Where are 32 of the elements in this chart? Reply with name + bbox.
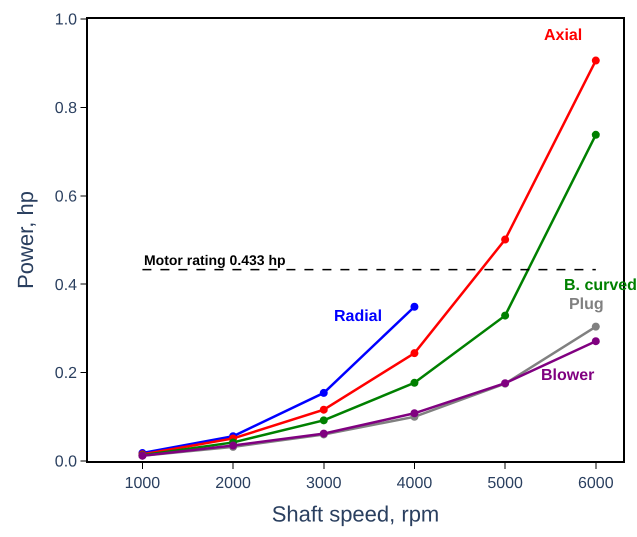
point <box>320 416 328 424</box>
y-tick-label: 0.0 <box>54 454 78 471</box>
x-tick-label: 6000 <box>578 474 614 492</box>
point <box>320 406 328 414</box>
y-tick-label: 0.2 <box>54 365 78 382</box>
point <box>410 378 418 387</box>
series-label: Blower <box>541 367 594 384</box>
point <box>320 388 328 397</box>
point <box>410 302 418 311</box>
y-tick-label: 0.6 <box>54 188 78 206</box>
point <box>592 56 600 65</box>
point <box>592 322 600 331</box>
x-tick-label: 4000 <box>396 474 432 492</box>
ref-line-label: Motor rating 0.433 hp <box>144 252 286 268</box>
x-tick-label: 5000 <box>487 474 524 492</box>
y-axis-title: Power, hp <box>13 191 38 289</box>
point <box>501 236 510 244</box>
x-tick-label: 1000 <box>124 474 160 492</box>
x-tick-label: 2000 <box>215 474 251 492</box>
point <box>592 130 600 139</box>
x-axis-title: Shaft speed, rpm <box>272 501 440 526</box>
point <box>501 312 510 320</box>
point <box>592 337 600 346</box>
point <box>410 409 418 418</box>
point <box>410 349 418 358</box>
x-tick-label: 3000 <box>306 474 342 492</box>
series-label: Plug <box>569 296 604 313</box>
y-tick-label: 1.0 <box>54 12 78 29</box>
y-tick-label: 0.4 <box>54 276 78 294</box>
series-label: Radial <box>334 308 382 325</box>
series-label: Axial <box>544 27 582 44</box>
y-tick-label: 0.8 <box>54 100 78 117</box>
